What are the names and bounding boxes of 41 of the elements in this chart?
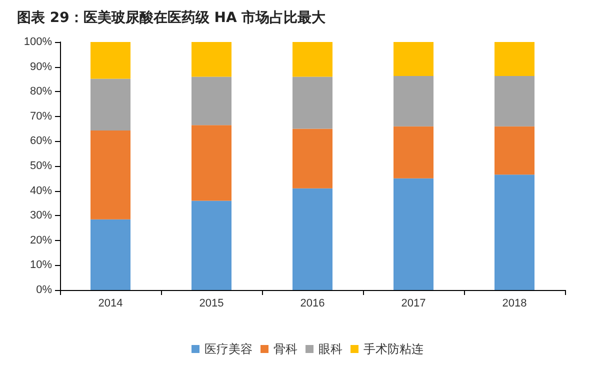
bar [394, 42, 434, 76]
bar [90, 219, 130, 290]
y-tick-label: 40% [30, 184, 52, 197]
bar [90, 78, 130, 131]
bar [394, 126, 434, 178]
bar [494, 126, 534, 175]
legend-label: 眼科 [318, 342, 342, 356]
bar [494, 174, 534, 290]
bar [292, 42, 332, 77]
y-tick-label: 90% [30, 60, 52, 73]
y-tick-label: 10% [30, 259, 52, 272]
bar [192, 42, 232, 77]
legend-label: 医疗美容 [204, 342, 252, 356]
bar [90, 130, 130, 220]
bar [394, 76, 434, 126]
bar [192, 200, 232, 290]
y-tick-label: 50% [30, 160, 52, 172]
bar [494, 76, 534, 126]
y-tick-label: 60% [30, 135, 52, 148]
y-tick-label: 70% [30, 110, 52, 122]
bar [192, 125, 232, 201]
legend-label: 手术防粘连 [364, 342, 424, 356]
bar [192, 76, 232, 126]
bar [292, 128, 332, 188]
bar [494, 42, 534, 76]
x-tick-label: 2016 [300, 298, 325, 310]
chart-title: 图表 29：医美玻尿酸在医药级 HA 市场占比最大 [17, 9, 327, 26]
y-tick-label: 80% [30, 86, 52, 98]
y-tick-label: 0% [36, 284, 52, 296]
x-tick-label: 2018 [502, 298, 527, 310]
bar [292, 76, 332, 129]
x-tick-label: 2017 [401, 298, 426, 310]
y-tick-label: 20% [30, 234, 52, 246]
y-tick-label: 30% [30, 210, 52, 222]
legend-label: 骨科 [274, 342, 298, 356]
x-tick-label: 2015 [199, 298, 224, 310]
bar [394, 178, 434, 290]
x-tick-label: 2014 [98, 298, 123, 310]
y-tick-label: 100% [24, 36, 52, 48]
bar [292, 188, 332, 290]
bar [90, 42, 130, 79]
